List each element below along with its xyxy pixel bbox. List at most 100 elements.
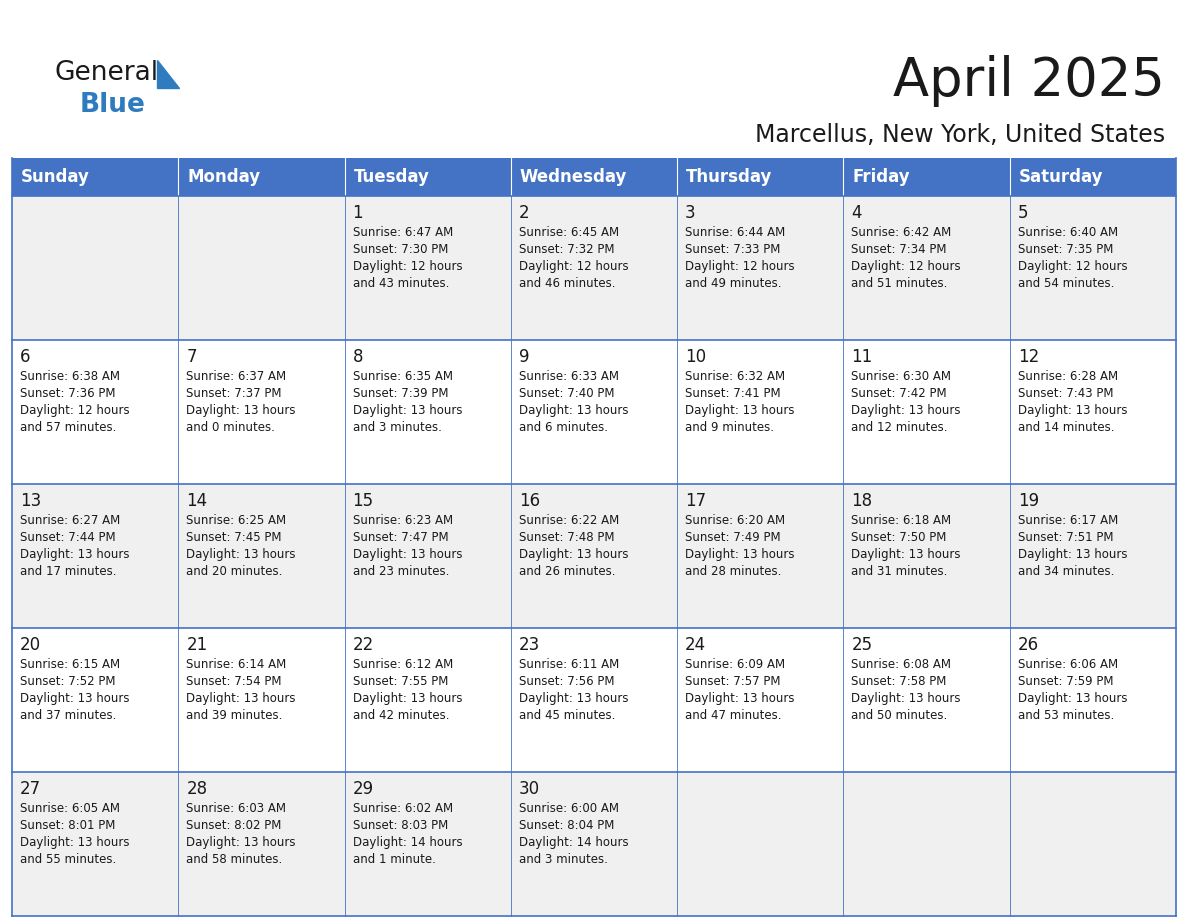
Text: Sunset: 8:04 PM: Sunset: 8:04 PM <box>519 819 614 832</box>
Text: Sunrise: 6:09 AM: Sunrise: 6:09 AM <box>685 658 785 671</box>
Text: Sunrise: 6:11 AM: Sunrise: 6:11 AM <box>519 658 619 671</box>
Text: Sunrise: 6:35 AM: Sunrise: 6:35 AM <box>353 370 453 383</box>
Text: Sunrise: 6:18 AM: Sunrise: 6:18 AM <box>852 514 952 527</box>
Text: and 49 minutes.: and 49 minutes. <box>685 277 782 290</box>
Text: and 31 minutes.: and 31 minutes. <box>852 565 948 578</box>
Text: Daylight: 12 hours: Daylight: 12 hours <box>685 260 795 273</box>
Text: and 54 minutes.: and 54 minutes. <box>1018 277 1114 290</box>
Text: Sunrise: 6:12 AM: Sunrise: 6:12 AM <box>353 658 453 671</box>
Text: Daylight: 13 hours: Daylight: 13 hours <box>20 692 129 705</box>
Text: 5: 5 <box>1018 204 1029 222</box>
Text: 18: 18 <box>852 492 872 510</box>
Text: Daylight: 13 hours: Daylight: 13 hours <box>353 692 462 705</box>
Text: 24: 24 <box>685 636 707 654</box>
Text: Sunrise: 6:42 AM: Sunrise: 6:42 AM <box>852 226 952 239</box>
Text: Sunrise: 6:27 AM: Sunrise: 6:27 AM <box>20 514 120 527</box>
Text: 20: 20 <box>20 636 42 654</box>
Text: Sunset: 7:42 PM: Sunset: 7:42 PM <box>852 387 947 400</box>
Text: Sunrise: 6:20 AM: Sunrise: 6:20 AM <box>685 514 785 527</box>
Text: 28: 28 <box>187 780 208 798</box>
Text: and 39 minutes.: and 39 minutes. <box>187 709 283 722</box>
Text: Sunset: 7:47 PM: Sunset: 7:47 PM <box>353 531 448 544</box>
Text: Sunset: 8:02 PM: Sunset: 8:02 PM <box>187 819 282 832</box>
Text: and 17 minutes.: and 17 minutes. <box>20 565 116 578</box>
Bar <box>12 158 178 196</box>
Text: Daylight: 13 hours: Daylight: 13 hours <box>1018 692 1127 705</box>
Bar <box>677 158 843 196</box>
Text: Sunset: 7:45 PM: Sunset: 7:45 PM <box>187 531 282 544</box>
Text: Sunset: 7:30 PM: Sunset: 7:30 PM <box>353 243 448 256</box>
Text: Daylight: 13 hours: Daylight: 13 hours <box>685 692 795 705</box>
Text: 16: 16 <box>519 492 541 510</box>
Text: and 3 minutes.: and 3 minutes. <box>519 853 608 866</box>
Text: Sunset: 8:03 PM: Sunset: 8:03 PM <box>353 819 448 832</box>
Text: Daylight: 12 hours: Daylight: 12 hours <box>20 404 129 417</box>
Polygon shape <box>157 60 179 88</box>
Bar <box>178 158 345 196</box>
Bar <box>12 484 1176 628</box>
Text: Sunrise: 6:06 AM: Sunrise: 6:06 AM <box>1018 658 1118 671</box>
Text: Sunrise: 6:14 AM: Sunrise: 6:14 AM <box>187 658 286 671</box>
Text: 22: 22 <box>353 636 374 654</box>
Text: Daylight: 12 hours: Daylight: 12 hours <box>519 260 628 273</box>
Text: Sunset: 7:37 PM: Sunset: 7:37 PM <box>187 387 282 400</box>
Text: 25: 25 <box>852 636 872 654</box>
Text: and 1 minute.: and 1 minute. <box>353 853 436 866</box>
Text: 15: 15 <box>353 492 374 510</box>
Text: Sunrise: 6:40 AM: Sunrise: 6:40 AM <box>1018 226 1118 239</box>
Text: and 0 minutes.: and 0 minutes. <box>187 421 276 434</box>
Text: 7: 7 <box>187 348 197 366</box>
Text: Sunset: 7:36 PM: Sunset: 7:36 PM <box>20 387 115 400</box>
Text: 30: 30 <box>519 780 541 798</box>
Text: Daylight: 13 hours: Daylight: 13 hours <box>353 404 462 417</box>
Text: Sunset: 7:52 PM: Sunset: 7:52 PM <box>20 675 115 688</box>
Text: Sunset: 7:56 PM: Sunset: 7:56 PM <box>519 675 614 688</box>
Text: Sunrise: 6:05 AM: Sunrise: 6:05 AM <box>20 802 120 815</box>
Bar <box>12 772 1176 916</box>
Text: Sunrise: 6:37 AM: Sunrise: 6:37 AM <box>187 370 286 383</box>
Text: Daylight: 13 hours: Daylight: 13 hours <box>852 404 961 417</box>
Text: 2: 2 <box>519 204 530 222</box>
Text: Sunset: 7:57 PM: Sunset: 7:57 PM <box>685 675 781 688</box>
Text: 4: 4 <box>852 204 862 222</box>
Text: April 2025: April 2025 <box>893 55 1165 107</box>
Text: Daylight: 14 hours: Daylight: 14 hours <box>353 836 462 849</box>
Text: Daylight: 13 hours: Daylight: 13 hours <box>685 548 795 561</box>
Text: 1: 1 <box>353 204 364 222</box>
Text: Wednesday: Wednesday <box>520 168 627 186</box>
Text: Sunrise: 6:32 AM: Sunrise: 6:32 AM <box>685 370 785 383</box>
Bar <box>12 340 1176 484</box>
Text: and 28 minutes.: and 28 minutes. <box>685 565 782 578</box>
Text: Sunset: 7:49 PM: Sunset: 7:49 PM <box>685 531 781 544</box>
Text: Daylight: 13 hours: Daylight: 13 hours <box>187 404 296 417</box>
Text: Sunrise: 6:25 AM: Sunrise: 6:25 AM <box>187 514 286 527</box>
Text: 14: 14 <box>187 492 208 510</box>
Text: and 50 minutes.: and 50 minutes. <box>852 709 948 722</box>
Text: and 53 minutes.: and 53 minutes. <box>1018 709 1114 722</box>
Text: 11: 11 <box>852 348 873 366</box>
Text: and 12 minutes.: and 12 minutes. <box>852 421 948 434</box>
Text: Sunset: 7:32 PM: Sunset: 7:32 PM <box>519 243 614 256</box>
Text: Sunrise: 6:00 AM: Sunrise: 6:00 AM <box>519 802 619 815</box>
Text: Sunrise: 6:30 AM: Sunrise: 6:30 AM <box>852 370 952 383</box>
Text: 17: 17 <box>685 492 707 510</box>
Text: Daylight: 13 hours: Daylight: 13 hours <box>187 836 296 849</box>
Text: Blue: Blue <box>80 92 146 118</box>
Text: and 43 minutes.: and 43 minutes. <box>353 277 449 290</box>
Bar <box>843 158 1010 196</box>
Text: Sunset: 8:01 PM: Sunset: 8:01 PM <box>20 819 115 832</box>
Text: Sunset: 7:43 PM: Sunset: 7:43 PM <box>1018 387 1113 400</box>
Text: Thursday: Thursday <box>687 168 772 186</box>
Text: 10: 10 <box>685 348 707 366</box>
Text: Tuesday: Tuesday <box>354 168 429 186</box>
Text: and 58 minutes.: and 58 minutes. <box>187 853 283 866</box>
Text: Daylight: 13 hours: Daylight: 13 hours <box>519 548 628 561</box>
Text: and 37 minutes.: and 37 minutes. <box>20 709 116 722</box>
Text: Marcellus, New York, United States: Marcellus, New York, United States <box>754 123 1165 147</box>
Text: and 42 minutes.: and 42 minutes. <box>353 709 449 722</box>
Text: 21: 21 <box>187 636 208 654</box>
Text: Sunday: Sunday <box>21 168 90 186</box>
Text: Saturday: Saturday <box>1019 168 1104 186</box>
Text: Sunset: 7:51 PM: Sunset: 7:51 PM <box>1018 531 1113 544</box>
Text: and 45 minutes.: and 45 minutes. <box>519 709 615 722</box>
